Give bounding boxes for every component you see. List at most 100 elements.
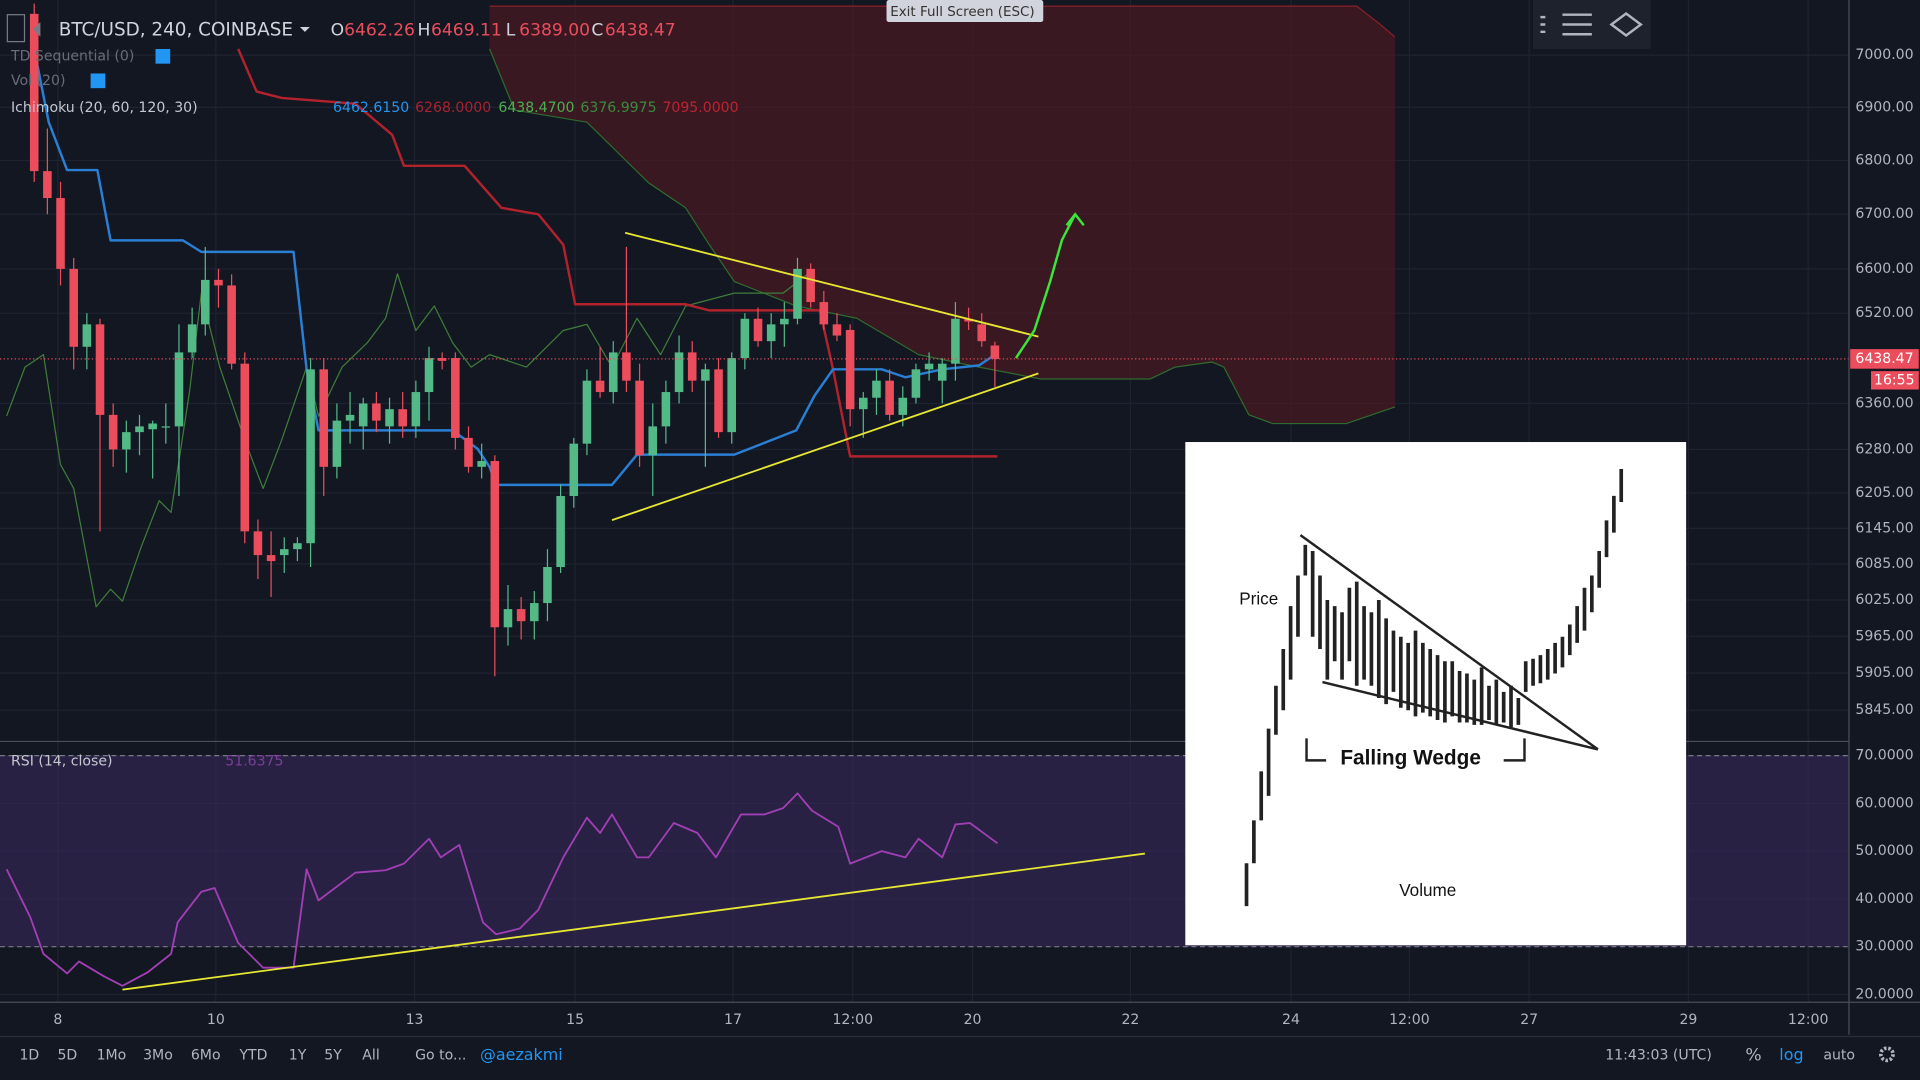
range-button[interactable]: 5D bbox=[57, 1048, 77, 1064]
y-tick-label: 6280.00 bbox=[1855, 441, 1913, 457]
price-pane bbox=[0, 3, 1849, 677]
log-toggle[interactable]: log bbox=[1779, 1045, 1803, 1064]
candle-body bbox=[464, 437, 473, 467]
exit-fullscreen-button[interactable] bbox=[886, 0, 1044, 23]
object-tree-icon[interactable] bbox=[1562, 13, 1592, 36]
ichimoku-value: 7095.0000 bbox=[662, 100, 738, 116]
rsi-tick-label: 20.0000 bbox=[1855, 986, 1913, 1002]
x-tick-label: 24 bbox=[1282, 1012, 1300, 1028]
rsi-line bbox=[5, 792, 999, 987]
range-button[interactable]: YTD bbox=[238, 1048, 267, 1064]
candle-body bbox=[108, 414, 118, 450]
candle-body bbox=[701, 369, 710, 381]
candle-body bbox=[148, 423, 157, 430]
exit-fullscreen-label[interactable]: Exit Full Screen (ESC) bbox=[890, 5, 1035, 20]
ohlc-key: C bbox=[591, 21, 603, 41]
x-tick-label: 27 bbox=[1520, 1012, 1538, 1028]
candle-body bbox=[556, 496, 565, 568]
candle-body bbox=[622, 352, 631, 381]
candle-body bbox=[911, 369, 921, 398]
candle-body bbox=[530, 603, 539, 622]
x-tick-label: 12:00 bbox=[832, 1012, 873, 1028]
x-tick-label: 17 bbox=[724, 1012, 742, 1028]
arrow-head bbox=[1065, 212, 1085, 227]
candle-body bbox=[279, 549, 289, 556]
candle-body bbox=[569, 443, 579, 497]
candle-body bbox=[516, 609, 526, 622]
candle-body bbox=[780, 318, 789, 325]
forecast-arrow bbox=[1014, 213, 1077, 359]
candle-body bbox=[29, 13, 39, 172]
candle-body bbox=[82, 324, 92, 347]
ichimoku-value: 6376.9975 bbox=[580, 100, 656, 116]
candle-body bbox=[161, 426, 171, 428]
watermark-user[interactable]: @aezakmi bbox=[480, 1045, 563, 1064]
range-button[interactable]: 3Mo bbox=[143, 1048, 173, 1064]
collapse-icon[interactable] bbox=[33, 22, 41, 37]
candle-body bbox=[437, 358, 447, 361]
candle-body bbox=[411, 392, 421, 427]
rsi-tick-label: 60.0000 bbox=[1855, 795, 1913, 811]
ohlc-value: 6462.26 bbox=[344, 21, 415, 41]
trendline bbox=[611, 372, 1039, 522]
candle-body bbox=[819, 302, 829, 325]
candle-body bbox=[253, 531, 263, 556]
ohlc-value: 6469.11 bbox=[431, 21, 502, 41]
candle-body bbox=[477, 461, 486, 467]
ohlc-key: L bbox=[506, 21, 516, 41]
candle-body bbox=[266, 555, 276, 562]
ichimoku-lagging bbox=[6, 273, 809, 608]
range-button[interactable]: 1D bbox=[19, 1048, 39, 1064]
range-button[interactable]: 5Y bbox=[324, 1048, 342, 1064]
candle-body bbox=[648, 426, 658, 456]
range-button[interactable]: 1Mo bbox=[97, 1048, 127, 1064]
y-tick-label: 6600.00 bbox=[1855, 261, 1913, 277]
x-tick-label: 29 bbox=[1679, 1012, 1697, 1028]
countdown-label: 16:55 bbox=[1874, 372, 1915, 388]
settings-gear[interactable] bbox=[1878, 1046, 1895, 1063]
x-tick-label: 22 bbox=[1121, 1012, 1139, 1028]
x-tick-label: 13 bbox=[406, 1012, 424, 1028]
range-button[interactable]: 1Y bbox=[289, 1048, 307, 1064]
ohlc-value: 6389.00 bbox=[519, 21, 590, 41]
percent-toggle[interactable]: % bbox=[1745, 1046, 1761, 1066]
candle-body bbox=[793, 268, 802, 319]
x-tick-label: 15 bbox=[566, 1012, 584, 1028]
x-tick-label: 20 bbox=[964, 1012, 982, 1028]
range-button[interactable]: All bbox=[362, 1048, 379, 1064]
candle-body bbox=[227, 285, 236, 364]
candle-body bbox=[543, 567, 552, 604]
candle-body bbox=[201, 279, 210, 325]
y-tick-label: 6900.00 bbox=[1855, 99, 1913, 115]
y-tick-label: 6700.00 bbox=[1855, 206, 1913, 222]
auto-toggle[interactable]: auto bbox=[1823, 1048, 1855, 1064]
ichimoku-values: 6462.6150 6268.0000 6438.4700 6376.9975 7095… bbox=[333, 100, 739, 116]
settings-icon[interactable] bbox=[155, 48, 171, 64]
y-tick-label: 6205.00 bbox=[1855, 485, 1913, 501]
range-button[interactable]: 6Mo bbox=[191, 1048, 221, 1064]
candle-body bbox=[832, 324, 842, 336]
symbol[interactable]: BTC/USD, 240, COINBASE bbox=[59, 20, 293, 41]
candle-body bbox=[595, 380, 605, 393]
settings-icon[interactable] bbox=[90, 73, 106, 89]
candle-body bbox=[990, 345, 1000, 359]
symbol-dropdown[interactable] bbox=[300, 26, 310, 32]
indicator-legends: TD Sequential (0) Vol (20) Ichimoku (20,… bbox=[10, 48, 284, 769]
candle-body bbox=[358, 403, 368, 427]
shape-icon[interactable] bbox=[1609, 11, 1643, 38]
ichimoku-cloud bbox=[489, 6, 1395, 424]
y-tick-label: 6520.00 bbox=[1855, 305, 1913, 321]
indicator-name: Ichimoku (20, 60, 120, 30) bbox=[11, 100, 198, 116]
menu-icon[interactable] bbox=[6, 14, 26, 43]
candle-body bbox=[306, 369, 315, 544]
drag-handle[interactable] bbox=[1540, 15, 1546, 34]
candle-body bbox=[332, 420, 342, 467]
wedge-lines bbox=[1299, 534, 1599, 751]
candle-body bbox=[293, 543, 302, 550]
y-tick-label: 6025.00 bbox=[1855, 592, 1913, 608]
y-tick-label: 6800.00 bbox=[1855, 152, 1913, 168]
y-tick-label: 6145.00 bbox=[1855, 520, 1913, 536]
candle-body bbox=[635, 380, 644, 456]
goto[interactable]: Go to... bbox=[415, 1048, 466, 1064]
